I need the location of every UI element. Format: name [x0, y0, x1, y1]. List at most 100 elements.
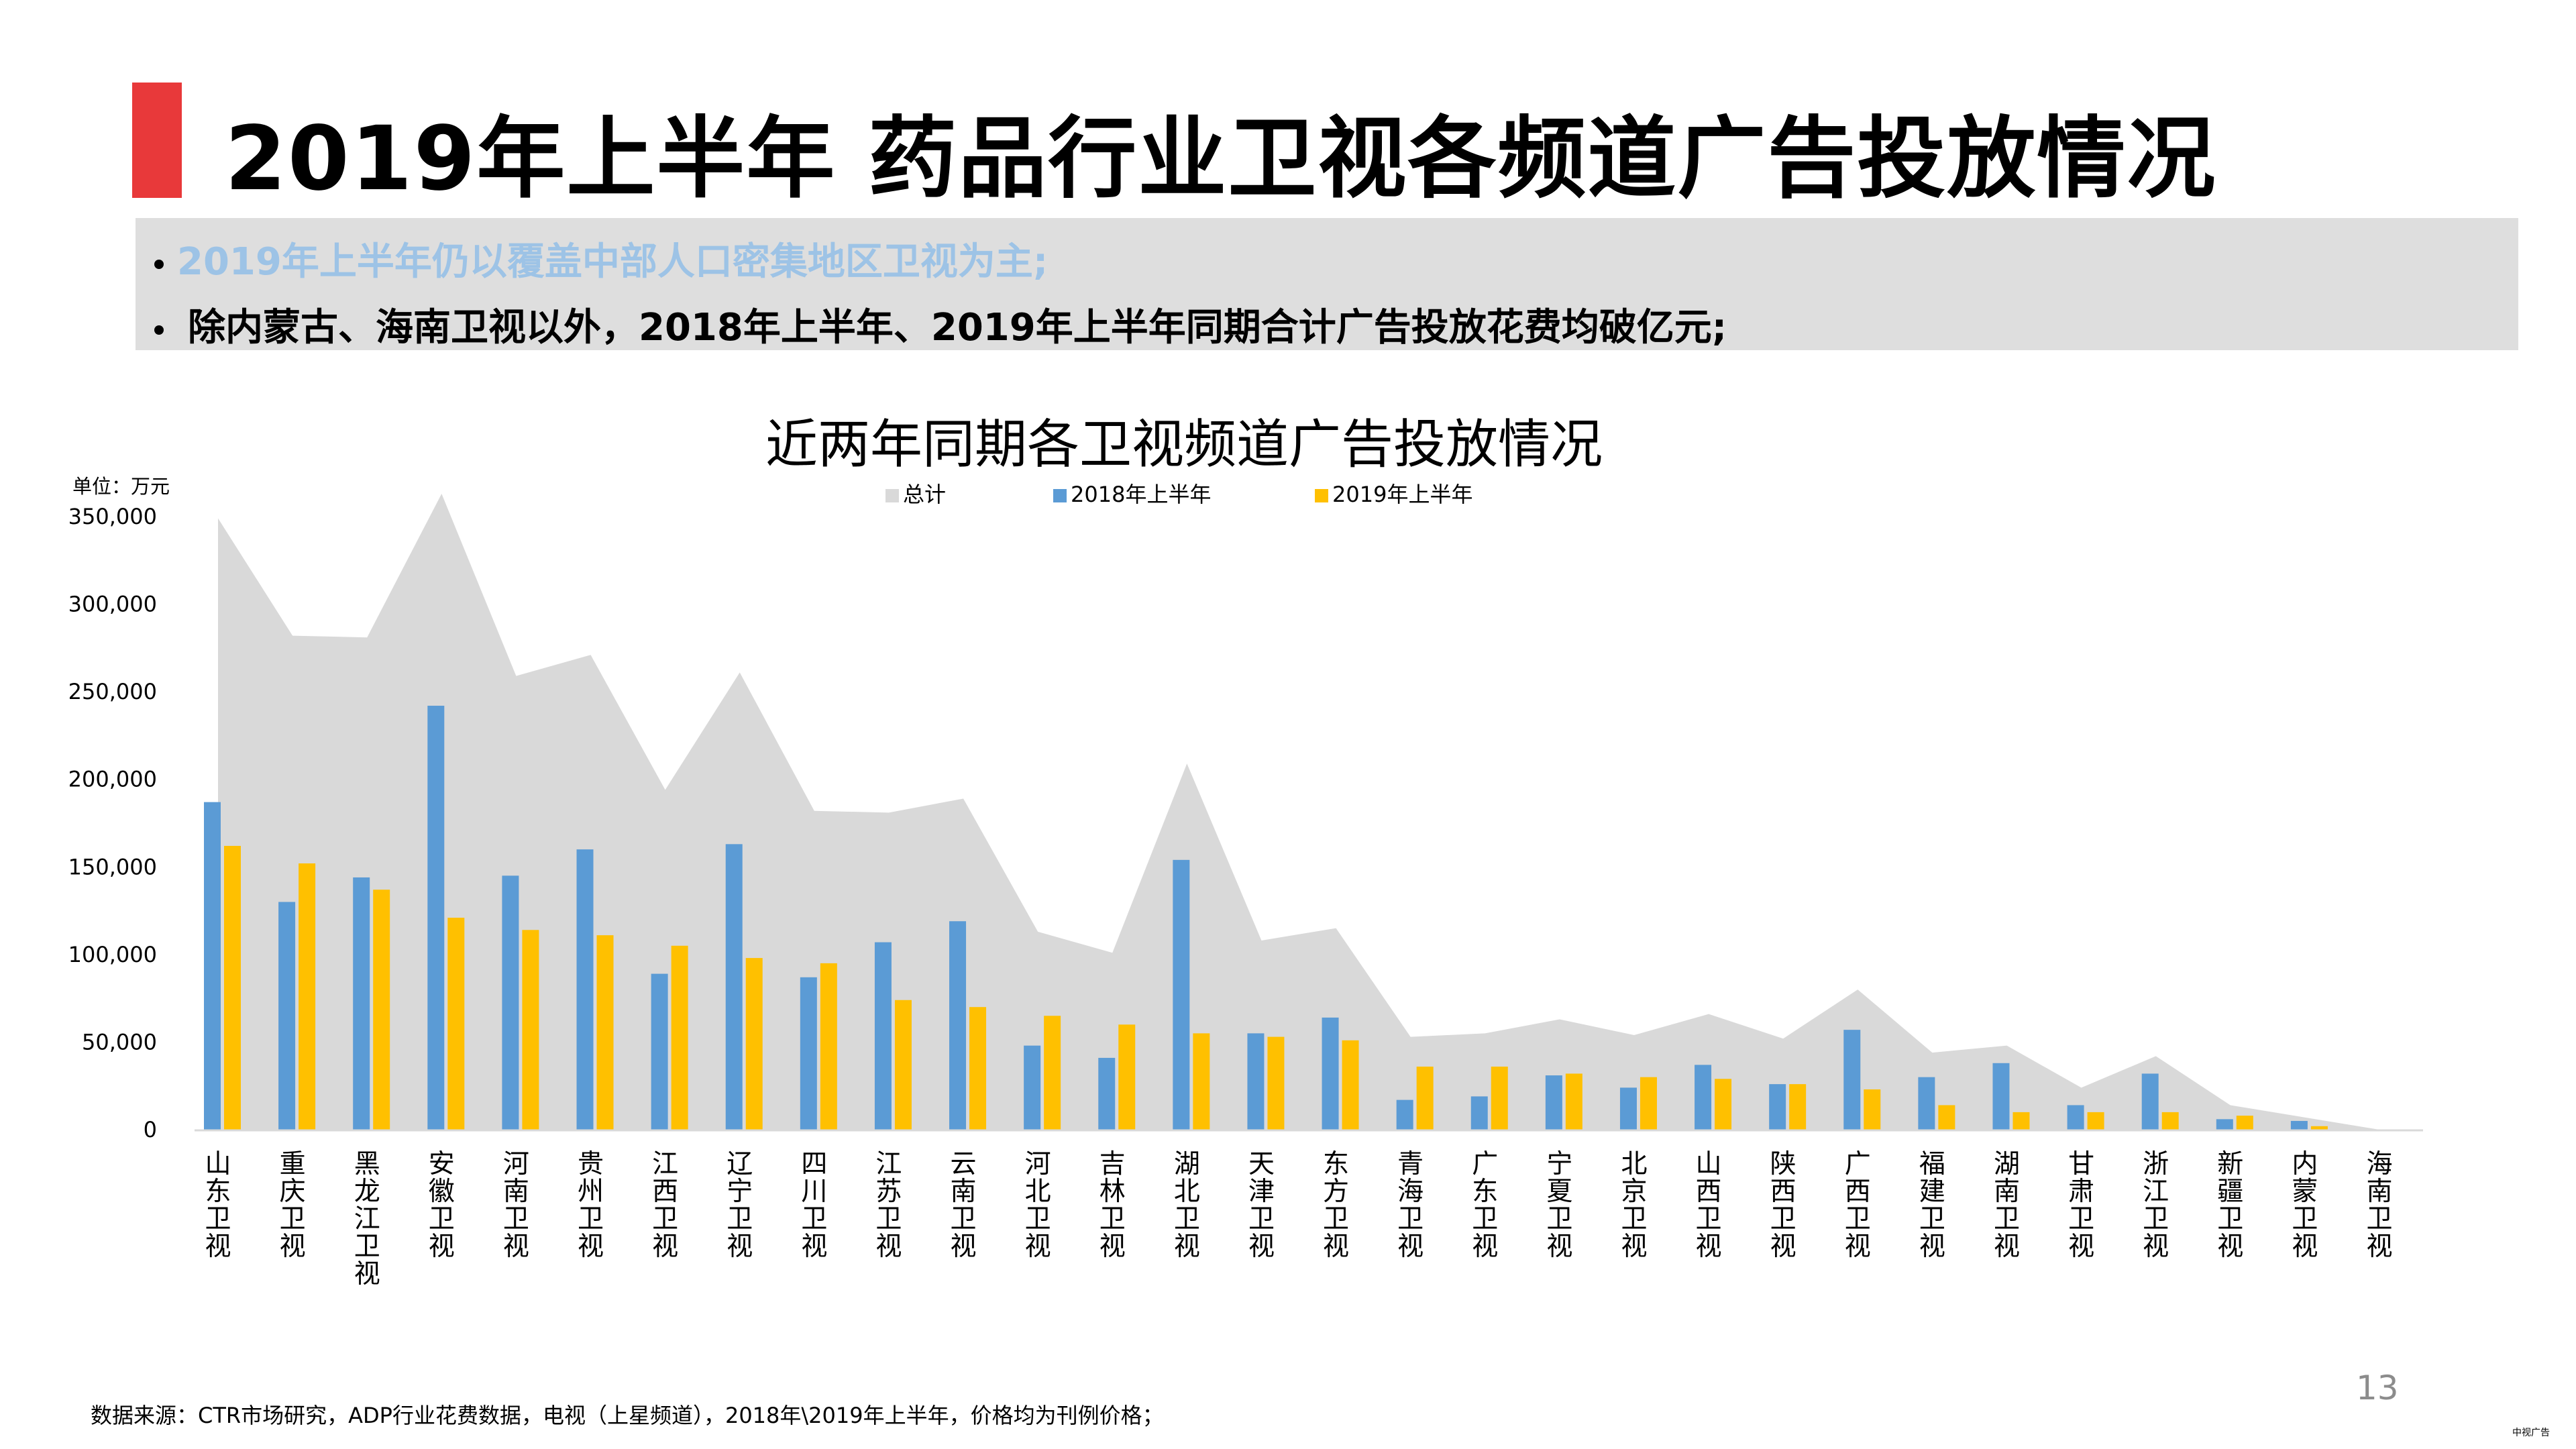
summary-bullet-2: 除内蒙古、海南卫视以外，2018年上半年、2019年上半年同期合计广告投放花费均…: [154, 297, 1727, 352]
bar-2018-15: [1322, 1017, 1339, 1130]
bar-2019-18: [1565, 1073, 1582, 1130]
legend-label: 总计: [903, 482, 947, 507]
bar-2019-0: [224, 845, 241, 1130]
x-tick-label: 内蒙卫视: [2292, 1149, 2318, 1262]
x-tick-label: 海南卫视: [2366, 1149, 2392, 1262]
summary-text-1: 2019年上半年仍以覆盖中部人口密集地区卫视为主;: [177, 240, 1049, 284]
bar-2019-9: [894, 1000, 912, 1130]
x-tick-label: 北京卫视: [1621, 1149, 1647, 1262]
bar-2019-20: [1715, 1079, 1732, 1130]
x-tick-label: 黑龙江卫视: [354, 1149, 380, 1289]
legend-item-total: 总计: [885, 478, 946, 508]
bar-2018-23: [1918, 1077, 1935, 1130]
x-tick-label: 贵州卫视: [578, 1149, 604, 1262]
bar-2018-18: [1545, 1075, 1562, 1130]
x-tick-label: 吉林卫视: [1099, 1149, 1126, 1262]
y-tick-label: 200,000: [68, 767, 157, 792]
bar-2019-21: [1789, 1084, 1807, 1130]
bar-2018-21: [1769, 1084, 1786, 1130]
x-tick-label: 天津卫视: [1248, 1149, 1275, 1262]
y-tick-label: 350,000: [68, 504, 157, 529]
bar-2018-11: [1024, 1045, 1041, 1130]
bar-2019-27: [2236, 1116, 2253, 1130]
data-source-note: 数据来源：CTR市场研究，ADP行业花费数据，电视（上星频道），2018年\20…: [91, 1403, 1164, 1428]
x-tick-label: 四川卫视: [801, 1149, 827, 1262]
bar-2018-19: [1619, 1087, 1637, 1130]
x-tick-label: 重庆卫视: [280, 1149, 306, 1262]
bar-2018-5: [576, 849, 594, 1130]
x-tick-label: 湖北卫视: [1174, 1149, 1200, 1262]
total-area: [218, 494, 2379, 1130]
x-tick-label: 湖南卫视: [1994, 1149, 2020, 1262]
x-tick-label: 东方卫视: [1323, 1149, 1349, 1262]
bar-2019-25: [2087, 1112, 2104, 1130]
y-tick-label: 300,000: [68, 592, 157, 617]
legend-label: 2018年上半年: [1071, 482, 1212, 507]
x-tick-label: 安徽卫视: [429, 1149, 455, 1262]
bar-2019-14: [1267, 1036, 1285, 1130]
x-tick-label: 浙江卫视: [2143, 1149, 2169, 1262]
bar-2019-7: [745, 958, 763, 1130]
x-tick-label: 辽宁卫视: [727, 1149, 753, 1262]
bar-2018-16: [1396, 1099, 1413, 1130]
bullet-dot-icon: [154, 325, 164, 335]
x-tick-label: 广西卫视: [1845, 1149, 1871, 1262]
bar-2019-11: [1044, 1016, 1061, 1130]
bar-2019-10: [969, 1007, 987, 1130]
bar-2018-17: [1470, 1096, 1488, 1130]
x-tick-label: 河南卫视: [503, 1149, 529, 1262]
legend-item-2018: 2018年上半年: [1053, 478, 1211, 508]
bar-2018-24: [1992, 1063, 2010, 1130]
bar-2019-5: [596, 935, 614, 1130]
bar-2019-3: [447, 918, 465, 1130]
bar-2019-12: [1118, 1024, 1136, 1130]
bar-2018-20: [1695, 1065, 1712, 1130]
bar-2018-14: [1247, 1033, 1265, 1130]
bar-2019-13: [1193, 1033, 1210, 1130]
bar-2019-2: [373, 890, 390, 1130]
bar-2018-0: [204, 802, 221, 1130]
bar-2019-1: [299, 863, 316, 1130]
page-title: 2019年上半年 药品行业卫视各频道广告投放情况: [225, 107, 2217, 211]
bar-2019-26: [2161, 1112, 2179, 1130]
legend-swatch-2018: [1053, 489, 1067, 502]
x-tick-label: 山西卫视: [1696, 1149, 1722, 1262]
bar-2019-19: [1640, 1077, 1657, 1130]
bar-2019-23: [1938, 1105, 1955, 1130]
y-tick-label: 0: [144, 1117, 157, 1142]
summary-text-2: 除内蒙古、海南卫视以外，2018年上半年、2019年上半年同期合计广告投放花费均…: [188, 306, 1727, 350]
y-tick-label: 250,000: [68, 679, 157, 704]
bar-2019-4: [522, 930, 539, 1130]
bar-2018-13: [1173, 859, 1190, 1130]
legend-swatch-2019: [1315, 489, 1328, 502]
bar-2018-2: [353, 877, 370, 1130]
bar-2018-4: [502, 875, 519, 1130]
bar-2019-24: [2012, 1112, 2030, 1130]
unit-label: 单位：万元: [72, 475, 170, 498]
x-tick-label: 陕西卫视: [1770, 1149, 1796, 1262]
bar-2018-26: [2141, 1073, 2159, 1130]
bar-2019-28: [2310, 1126, 2328, 1130]
x-tick-label: 青海卫视: [1397, 1149, 1424, 1262]
legend-item-2019: 2019年上半年: [1315, 478, 1472, 508]
y-tick-label: 50,000: [82, 1029, 157, 1055]
x-tick-label: 江西卫视: [652, 1149, 678, 1262]
y-tick-label: 100,000: [68, 942, 157, 967]
x-tick-label: 宁夏卫视: [1546, 1149, 1572, 1262]
bar-2018-25: [2067, 1105, 2084, 1130]
legend-label: 2019年上半年: [1332, 482, 1473, 507]
bar-2019-16: [1416, 1066, 1434, 1130]
summary-box: 2019年上半年仍以覆盖中部人口密集地区卫视为主; 除内蒙古、海南卫视以外，20…: [136, 218, 2518, 350]
watermark: 中视广告: [2512, 1428, 2550, 1438]
bar-2019-22: [1864, 1089, 1881, 1130]
bar-2018-27: [2216, 1119, 2233, 1130]
bar-2018-8: [800, 977, 817, 1130]
bar-2018-9: [874, 942, 892, 1130]
bar-2019-15: [1342, 1040, 1359, 1130]
title-accent-bar: [132, 83, 182, 198]
x-tick-label: 广东卫视: [1472, 1149, 1498, 1262]
bar-2018-12: [1098, 1057, 1116, 1130]
bar-2018-3: [427, 706, 445, 1130]
bar-2018-6: [651, 973, 668, 1130]
